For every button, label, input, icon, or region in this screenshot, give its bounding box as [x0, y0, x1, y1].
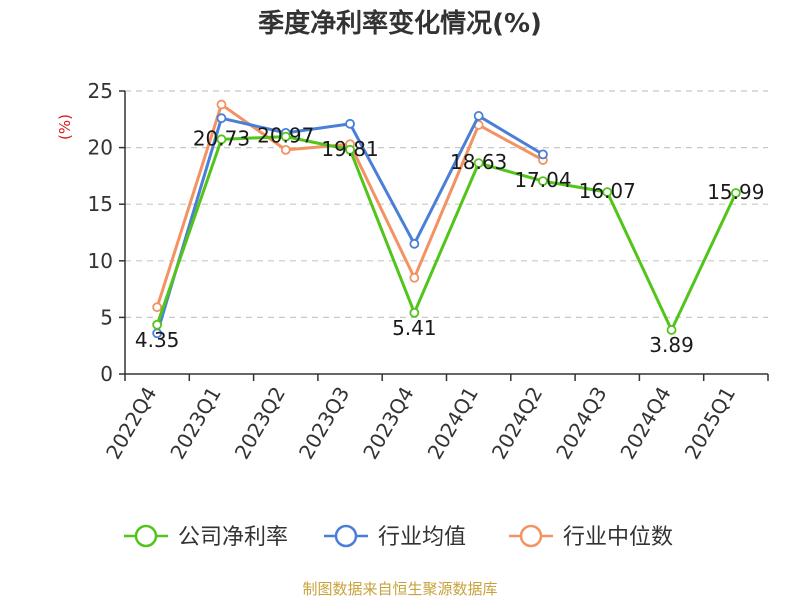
legend-item: 行业均值: [324, 524, 466, 550]
legend-item: 行业中位数: [509, 524, 673, 550]
data-point: [666, 325, 677, 335]
x-tick-label: 2024Q2: [487, 383, 547, 464]
series-lines: [152, 99, 741, 339]
legend-label: 行业中位数: [563, 525, 673, 550]
x-tick-label: 2025Q1: [680, 383, 740, 464]
data-label: 15.99: [707, 180, 764, 204]
source-note: 制图数据来自恒生聚源数据库: [302, 580, 497, 598]
x-tick-label: 2024Q4: [615, 383, 675, 464]
x-tick-label: 2022Q4: [101, 383, 161, 464]
data-label: 3.89: [649, 333, 694, 357]
y-tick-label: 0: [100, 362, 113, 386]
data-point: [280, 144, 291, 155]
y-tick-label: 15: [88, 192, 113, 216]
data-label: 20.73: [193, 126, 250, 150]
data-point: [409, 238, 420, 249]
chart-title: 季度净利率变化情况(%): [258, 8, 542, 39]
series-2: [152, 99, 548, 313]
legend-label: 行业均值: [378, 525, 466, 550]
data-point: [409, 272, 420, 283]
legend: 公司净利率 行业均值 行业中位数: [124, 524, 673, 550]
x-tick-label: 2024Q1: [423, 383, 483, 464]
x-tick-label: 2024Q3: [551, 383, 611, 464]
data-point: [216, 134, 227, 145]
legend-marker-icon: [334, 524, 358, 548]
data-label: 5.41: [392, 316, 437, 340]
x-tick-label: 2023Q4: [358, 383, 418, 464]
data-point: [602, 187, 613, 197]
data-label: 18.63: [450, 150, 507, 174]
series-1: [152, 111, 548, 339]
x-tick-label: 2023Q1: [165, 383, 225, 464]
data-label: 20.97: [257, 124, 314, 148]
data-point: [538, 176, 548, 187]
y-tick-label: 20: [88, 136, 113, 160]
data-labels: 4.35 20.73 20.97 19.81 5.41 18.63 17.04 16.07 3.…: [135, 124, 765, 357]
y-axis-unit: (%): [56, 114, 74, 140]
y-tick-label: 5: [100, 305, 113, 329]
y-tick-label: 10: [88, 249, 113, 273]
data-point: [345, 118, 355, 129]
x-tick-label: 2023Q2: [230, 383, 290, 464]
series-line: [155, 135, 738, 332]
data-label: 16.07: [579, 179, 636, 203]
legend-item: 公司净利率: [124, 524, 288, 550]
data-point: [152, 319, 163, 330]
axes: 0 5 10 15 20 25 2022Q4 2023Q1 2023Q2 2023Q3 2023Q4…: [88, 79, 769, 464]
data-point: [473, 158, 484, 169]
data-label: 4.35: [135, 328, 180, 352]
data-point: [473, 111, 484, 121]
data-point: [538, 149, 548, 160]
data-point: [730, 188, 741, 198]
data-point: [152, 302, 163, 313]
data-point: [409, 307, 420, 318]
y-tick-label: 25: [88, 79, 113, 103]
data-point: [216, 113, 227, 124]
data-label: 17.04: [514, 168, 571, 192]
series-0: [152, 131, 741, 335]
data-point: [345, 144, 355, 155]
x-tick-label: 2023Q3: [294, 383, 354, 464]
legend-label: 公司净利率: [178, 525, 288, 550]
data-point: [216, 99, 227, 110]
data-label: 19.81: [321, 137, 378, 161]
legend-marker-icon: [519, 524, 543, 548]
legend-marker-icon: [134, 524, 158, 548]
data-point: [280, 131, 291, 142]
